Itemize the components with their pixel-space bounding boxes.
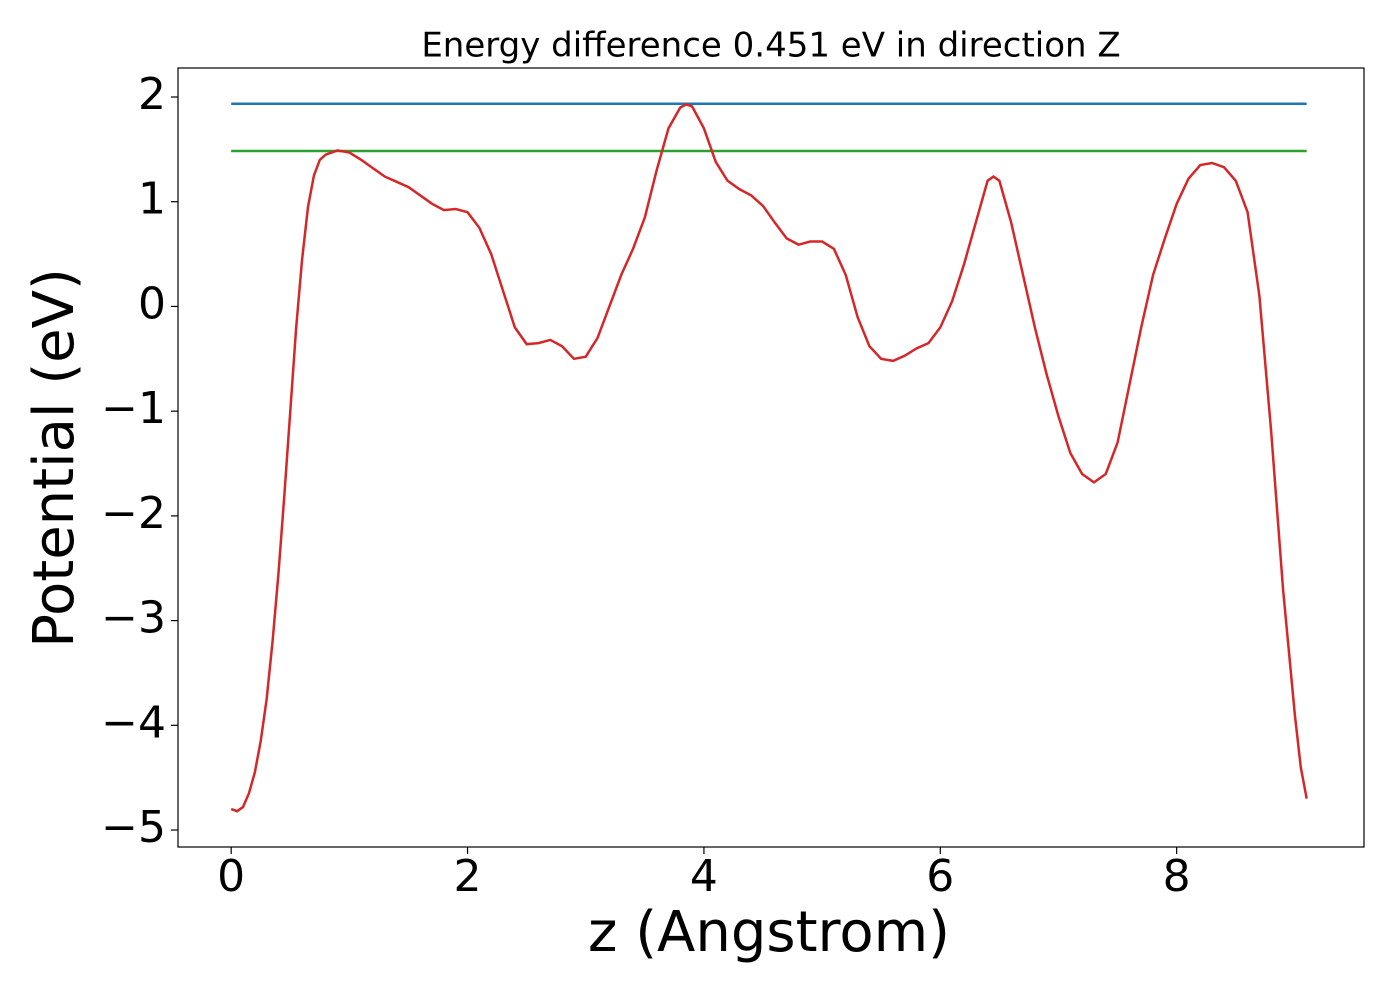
y-tick-label: −2 (101, 488, 166, 539)
y-axis-label: Potential (eV) (22, 268, 87, 648)
x-tick-label: 6 (926, 851, 954, 902)
y-tick-label: 1 (138, 174, 166, 225)
x-tick-label: 8 (1163, 851, 1191, 902)
y-tick-label: −1 (101, 383, 166, 434)
y-tick-label: −3 (101, 593, 166, 644)
y-tick-label: 0 (138, 278, 166, 329)
y-tick-label: 2 (138, 69, 166, 120)
data-line (230, 102, 1308, 813)
y-tick-label: −5 (101, 802, 166, 853)
x-tick-label: 4 (690, 851, 718, 902)
x-tick-label: 2 (454, 851, 482, 902)
x-axis-label: z (Angstrom) (588, 900, 950, 965)
y-tick-label: −4 (101, 697, 166, 748)
plot-frame (177, 67, 1365, 848)
chart-title: Energy difference 0.451 eV in direction … (421, 26, 1120, 66)
x-tick-label: 0 (217, 851, 245, 902)
